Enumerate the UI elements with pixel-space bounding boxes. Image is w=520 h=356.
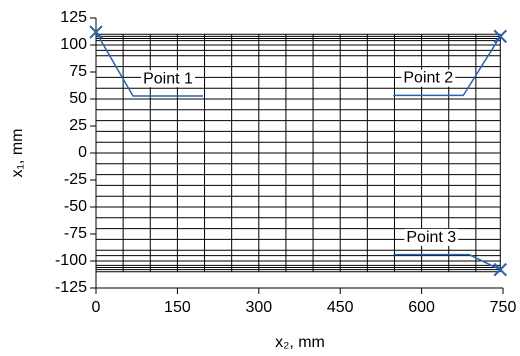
point-marker [493,29,507,44]
y-tick-label: 25 [69,117,87,134]
point-label: Point 2 [403,70,453,87]
point-label: Point 3 [406,229,456,246]
point-marker [89,25,103,39]
y-tick-label: -50 [64,198,87,215]
point-label: Point 1 [143,70,193,87]
y-tick-label: -75 [64,225,87,242]
x-axis-label: x₂, mm [275,334,325,351]
y-tick-label: 0 [78,144,87,161]
x-tick-label: 450 [327,299,354,316]
y-tick-label: 50 [69,90,87,107]
x-tick-label: 300 [245,299,272,316]
y-tick-label: -100 [55,252,87,269]
x-tick-label: 150 [164,299,191,316]
point-label-bg [401,69,456,87]
point-label-bg [141,70,196,88]
x-tick-label: 0 [92,299,101,316]
y-tick-label: 125 [60,9,87,26]
leader-line [393,253,501,271]
point-label-bg [404,228,459,246]
x-tick-label: 750 [490,299,517,316]
y-tick-label: 75 [69,63,87,80]
y-tick-label: -125 [55,279,87,296]
y-tick-label: -25 [64,171,87,188]
point-marker [493,262,507,277]
leader-line [95,31,203,97]
y-tick-label: 100 [60,36,87,53]
x-tick-label: 600 [408,299,435,316]
leader-line [393,35,501,97]
y-axis-label: x₁, mm [9,129,26,178]
